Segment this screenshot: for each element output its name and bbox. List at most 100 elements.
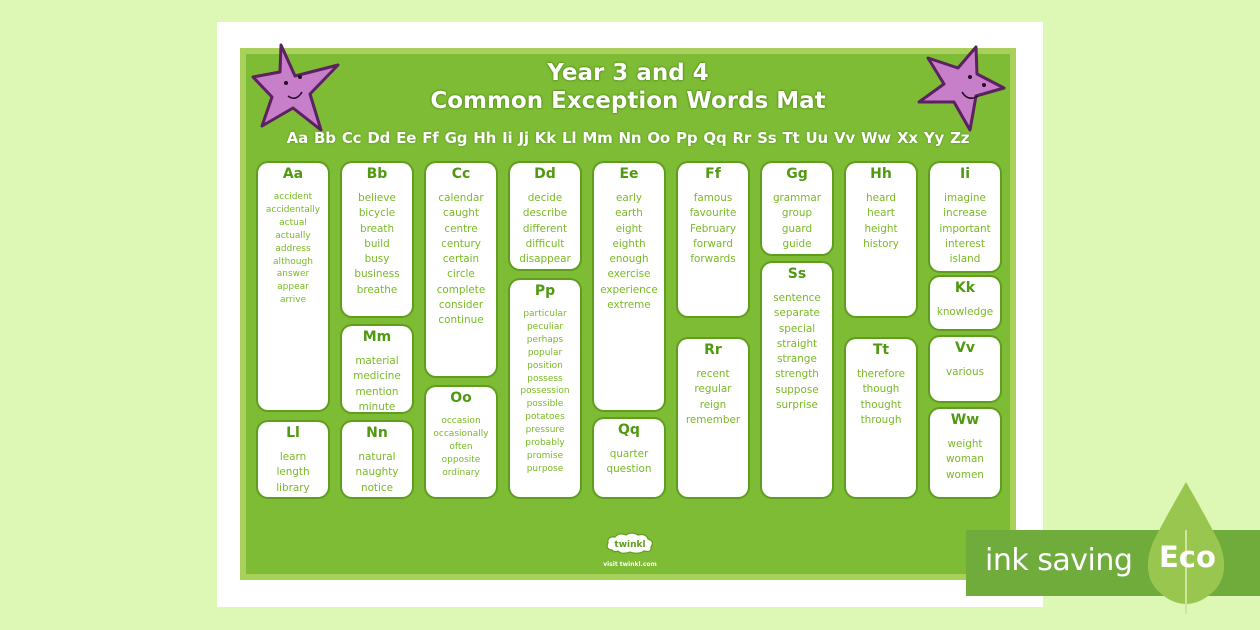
word-item: through [860,413,902,426]
word-item: various [945,366,985,378]
word-item: particular [523,309,567,319]
word-item: breathe [356,283,398,296]
word-item: woman [946,453,984,466]
word-item: learn [279,451,307,463]
word-item: consider [438,299,484,312]
word-item: interest [945,237,985,250]
eco-tag: Eco [1159,540,1216,574]
word-item: special [778,322,816,335]
word-item: strange [777,353,817,366]
twinkl-logo-icon: twinkl [606,532,654,554]
word-item: recent [696,368,730,380]
word-item: question [606,463,652,476]
word-item: material [355,355,399,367]
word-item: group [781,207,813,220]
card-heading: Hh [870,166,892,182]
word-item: caught [443,207,479,220]
word-item: arrive [279,295,307,306]
word-item: naughty [355,466,399,479]
word-item: accidentally [265,204,321,215]
word-item: sentence [773,292,821,304]
word-item: forwards [690,253,736,266]
word-item: thought [860,398,902,411]
word-item: promise [526,450,564,461]
word-item: possession [520,386,570,397]
word-item: probably [525,438,565,449]
word-item: busy [364,253,390,266]
card-heading: Oo [450,390,472,406]
card-d: Dd decide describe different difficult disapp… [510,163,580,269]
word-item: difficult [525,237,565,250]
card-heading: Rr [704,342,722,358]
word-item: though [862,383,900,396]
star-icon-left [251,43,340,132]
card-heading: Mm [362,329,392,345]
svg-text:twinkl: twinkl [614,540,645,550]
word-item: straight [776,337,818,350]
word-item: disappear [519,253,571,266]
card-p: Pp particular peculiar perhaps popular positi… [510,280,580,497]
word-item: separate [774,307,820,320]
word-item: certain [442,253,480,266]
word-item: medicine [353,370,401,383]
card-heading: Ll [286,425,300,441]
word-item: century [441,237,481,250]
word-item: suppose [775,383,819,396]
word-item: length [276,466,310,479]
word-item: build [364,237,390,250]
word-item: occasion [441,416,481,426]
word-item: February [689,222,737,235]
card-n: Nn natural naughty notice [342,422,412,497]
card-heading: Dd [534,166,556,182]
word-item: perhaps [526,334,564,345]
word-item: surprise [776,399,818,412]
word-item: regular [694,383,732,396]
word-item: address [275,243,311,254]
word-item: often [449,441,473,452]
word-item: breath [359,222,395,235]
word-item: important [939,222,991,235]
word-item: position [527,360,563,371]
card-heading: Kk [954,280,976,296]
word-item: peculiar [526,321,564,332]
leaf-icon [1147,482,1225,614]
word-item: reign [699,398,727,411]
card-h: Hh heard heart height history [846,163,916,316]
word-item: actual [279,217,307,228]
word-item: continue [438,314,484,327]
card-heading: Gg [786,166,808,182]
word-item: eight [615,222,643,235]
word-item: possess [527,373,563,384]
word-item: potatoes [525,412,565,423]
card-s: Ss sentence separate special straight strange… [762,263,832,497]
word-item: answer [276,269,310,280]
word-item: appear [277,282,309,293]
word-item: extreme [607,299,651,312]
card-t: Tt therefore though thought through [846,339,916,497]
word-item: eighth [612,237,646,250]
eco-badge-label: ink saving [985,543,1133,578]
word-item: strength [775,368,819,381]
word-item: favourite [689,207,737,220]
card-q: Qq quarter question [594,419,664,497]
word-item: height [864,222,898,235]
mat-title-line2: Common Exception Words Mat [430,88,826,114]
word-item: complete [436,283,486,296]
word-item: different [522,222,568,235]
word-item: describe [522,207,568,220]
card-heading: Pp [534,283,556,299]
word-item: possible [526,399,564,410]
word-item: imagine [944,192,986,204]
card-heading: Ww [950,412,980,428]
card-o: Oo occasion occasionally often opposite ordin… [426,387,496,497]
word-item: minute [358,400,396,413]
word-item: although [273,256,313,267]
word-item: notice [360,481,393,494]
card-b: Bb believe bicycle breath build busy business b… [342,163,412,316]
card-heading: Cc [451,166,471,182]
card-r: Rr recent regular reign remember [678,339,748,497]
word-item: believe [358,192,396,204]
card-l: Ll learn length library [258,422,328,497]
card-m: Mm material medicine mention minute [342,326,412,413]
word-item: mention [355,385,399,398]
